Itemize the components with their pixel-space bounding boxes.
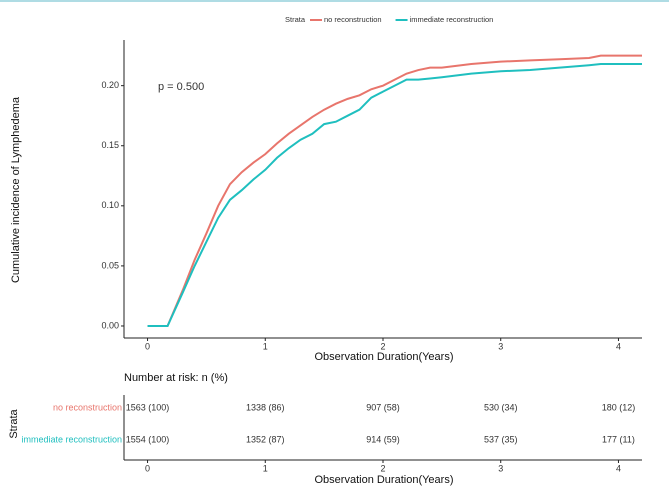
x-tick-label: 3 [498, 341, 503, 351]
x-tick-label: 0 [145, 341, 150, 351]
table-cell: 1352 (87) [246, 434, 285, 444]
table-cell: 180 (12) [602, 402, 636, 412]
x-tick-label: 1 [263, 341, 268, 351]
x-tick-label: 2 [380, 341, 385, 351]
legend-title: Strata [285, 15, 306, 24]
table-x-tick-label: 3 [498, 463, 503, 473]
series-line [147, 63, 642, 327]
y-tick-label: 0.20 [101, 80, 119, 90]
y-tick-label: 0.10 [101, 200, 119, 210]
table-row-name: no reconstruction [53, 402, 122, 412]
table-x-tick-label: 2 [380, 463, 385, 473]
table-x-tick-label: 4 [616, 463, 621, 473]
x-tick-label: 4 [616, 341, 621, 351]
series-line [147, 54, 642, 327]
y-tick-label: 0.15 [101, 140, 119, 150]
y-tick-label: 0.00 [101, 320, 119, 330]
risk-table-title: Number at risk: n (%) [124, 372, 228, 384]
table-cell: 530 (34) [484, 402, 518, 412]
table-cell: 1338 (86) [246, 402, 285, 412]
table-x-tick-label: 0 [145, 463, 150, 473]
table-cell: 1554 (100) [126, 434, 170, 444]
table-cell: 177 (11) [602, 434, 635, 444]
table-cell: 914 (59) [366, 434, 400, 444]
table-cell: 907 (58) [366, 402, 400, 412]
x-axis-title: Observation Duration(Years) [315, 351, 454, 363]
p-value: p = 0.500 [158, 81, 204, 93]
y-tick-label: 0.05 [101, 260, 119, 270]
legend-label: no reconstruction [324, 15, 382, 24]
table-x-tick-label: 1 [263, 463, 268, 473]
risk-table-x-title: Observation Duration(Years) [315, 474, 454, 486]
risk-table-y-title: Strata [8, 408, 20, 438]
table-row-name: immediate reconstruction [21, 434, 122, 444]
legend-label: immediate reconstruction [410, 15, 494, 24]
table-cell: 537 (35) [484, 434, 518, 444]
table-cell: 1563 (100) [126, 402, 170, 412]
y-axis-title: Cumulative incidence of Lymphedema [10, 96, 22, 283]
